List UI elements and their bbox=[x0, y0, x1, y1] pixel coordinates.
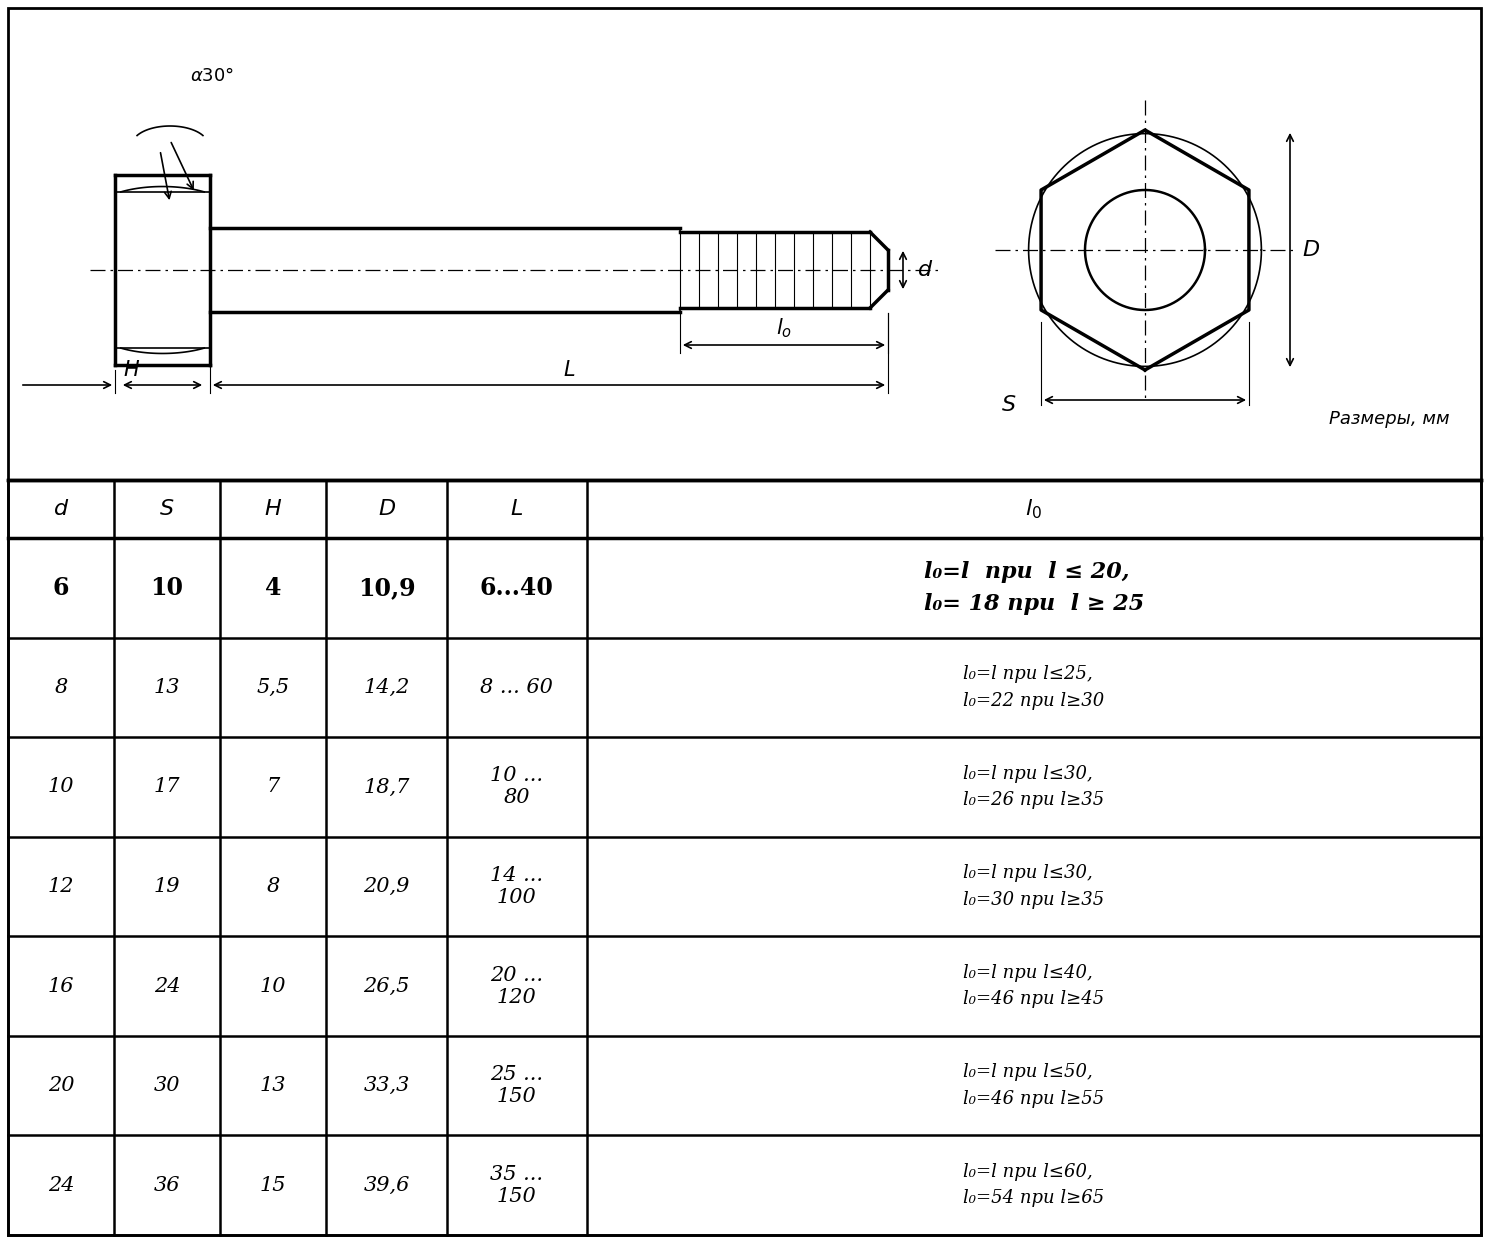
Text: $D$: $D$ bbox=[1301, 240, 1321, 260]
Text: 8 ... 60: 8 ... 60 bbox=[481, 677, 554, 697]
Text: 39,6: 39,6 bbox=[363, 1176, 409, 1195]
Text: $H$: $H$ bbox=[264, 498, 283, 520]
Text: 16: 16 bbox=[48, 977, 74, 996]
Text: 6: 6 bbox=[52, 576, 70, 600]
Text: 6...40: 6...40 bbox=[479, 576, 554, 600]
Text: $S$: $S$ bbox=[1001, 395, 1015, 415]
Text: 13: 13 bbox=[261, 1076, 286, 1095]
Text: $S$: $S$ bbox=[159, 498, 174, 520]
Text: $l_o$: $l_o$ bbox=[776, 317, 792, 341]
Text: $d$: $d$ bbox=[917, 260, 934, 280]
Text: 5,5: 5,5 bbox=[256, 677, 290, 697]
Text: 10 ...
80: 10 ... 80 bbox=[490, 767, 543, 808]
Text: 14,2: 14,2 bbox=[363, 677, 409, 697]
Text: 10: 10 bbox=[48, 777, 74, 797]
Text: $D$: $D$ bbox=[378, 498, 396, 520]
Text: 26,5: 26,5 bbox=[363, 977, 409, 996]
Text: $l_0$: $l_0$ bbox=[1026, 497, 1042, 521]
Text: l₀=l при l≤30,
l₀=26 при l≥35: l₀=l при l≤30, l₀=26 при l≥35 bbox=[963, 764, 1105, 809]
Text: 8: 8 bbox=[267, 878, 280, 896]
Text: $L$: $L$ bbox=[563, 360, 575, 380]
Text: l₀=l при l≤40,
l₀=46 при l≥45: l₀=l при l≤40, l₀=46 при l≥45 bbox=[963, 963, 1105, 1008]
Text: 36: 36 bbox=[153, 1176, 180, 1195]
Text: 20: 20 bbox=[48, 1076, 74, 1095]
Text: 12: 12 bbox=[48, 878, 74, 896]
Text: 10: 10 bbox=[261, 977, 286, 996]
Text: 18,7: 18,7 bbox=[363, 777, 409, 797]
Text: 20,9: 20,9 bbox=[363, 878, 409, 896]
Text: $\alpha30°$: $\alpha30°$ bbox=[191, 67, 234, 85]
Text: Размеры, мм: Размеры, мм bbox=[1330, 410, 1450, 428]
Text: 10: 10 bbox=[150, 576, 183, 600]
Text: 17: 17 bbox=[153, 777, 180, 797]
Text: 7: 7 bbox=[267, 777, 280, 797]
Text: 33,3: 33,3 bbox=[363, 1076, 409, 1095]
Text: 4: 4 bbox=[265, 576, 281, 600]
Text: 14 ...
100: 14 ... 100 bbox=[490, 866, 543, 907]
Text: 30: 30 bbox=[153, 1076, 180, 1095]
Text: l₀=l при l≤50,
l₀=46 при l≥55: l₀=l при l≤50, l₀=46 при l≥55 bbox=[963, 1064, 1105, 1108]
Text: l₀=l при l≤30,
l₀=30 при l≥35: l₀=l при l≤30, l₀=30 при l≥35 bbox=[963, 864, 1105, 909]
Text: $H$: $H$ bbox=[124, 360, 140, 380]
Text: l₀=l при l≤25,
l₀=22 при l≥30: l₀=l при l≤25, l₀=22 при l≥30 bbox=[963, 665, 1105, 710]
Text: 35 ...
150: 35 ... 150 bbox=[490, 1165, 543, 1206]
Text: 25 ...
150: 25 ... 150 bbox=[490, 1065, 543, 1106]
Text: 15: 15 bbox=[261, 1176, 286, 1195]
Text: 19: 19 bbox=[153, 878, 180, 896]
Text: l₀=l при l≤60,
l₀=54 при l≥65: l₀=l при l≤60, l₀=54 при l≥65 bbox=[963, 1163, 1105, 1207]
Text: 20 ...
120: 20 ... 120 bbox=[490, 966, 543, 1007]
Text: l₀=l  при  l ≤ 20,
l₀= 18 при  l ≥ 25: l₀=l при l ≤ 20, l₀= 18 при l ≥ 25 bbox=[923, 561, 1144, 615]
Text: 10,9: 10,9 bbox=[357, 576, 415, 600]
Text: 8: 8 bbox=[55, 677, 67, 697]
Text: $L$: $L$ bbox=[511, 498, 524, 520]
Text: $d$: $d$ bbox=[54, 498, 68, 520]
Text: 13: 13 bbox=[153, 677, 180, 697]
Text: 24: 24 bbox=[153, 977, 180, 996]
Text: 24: 24 bbox=[48, 1176, 74, 1195]
